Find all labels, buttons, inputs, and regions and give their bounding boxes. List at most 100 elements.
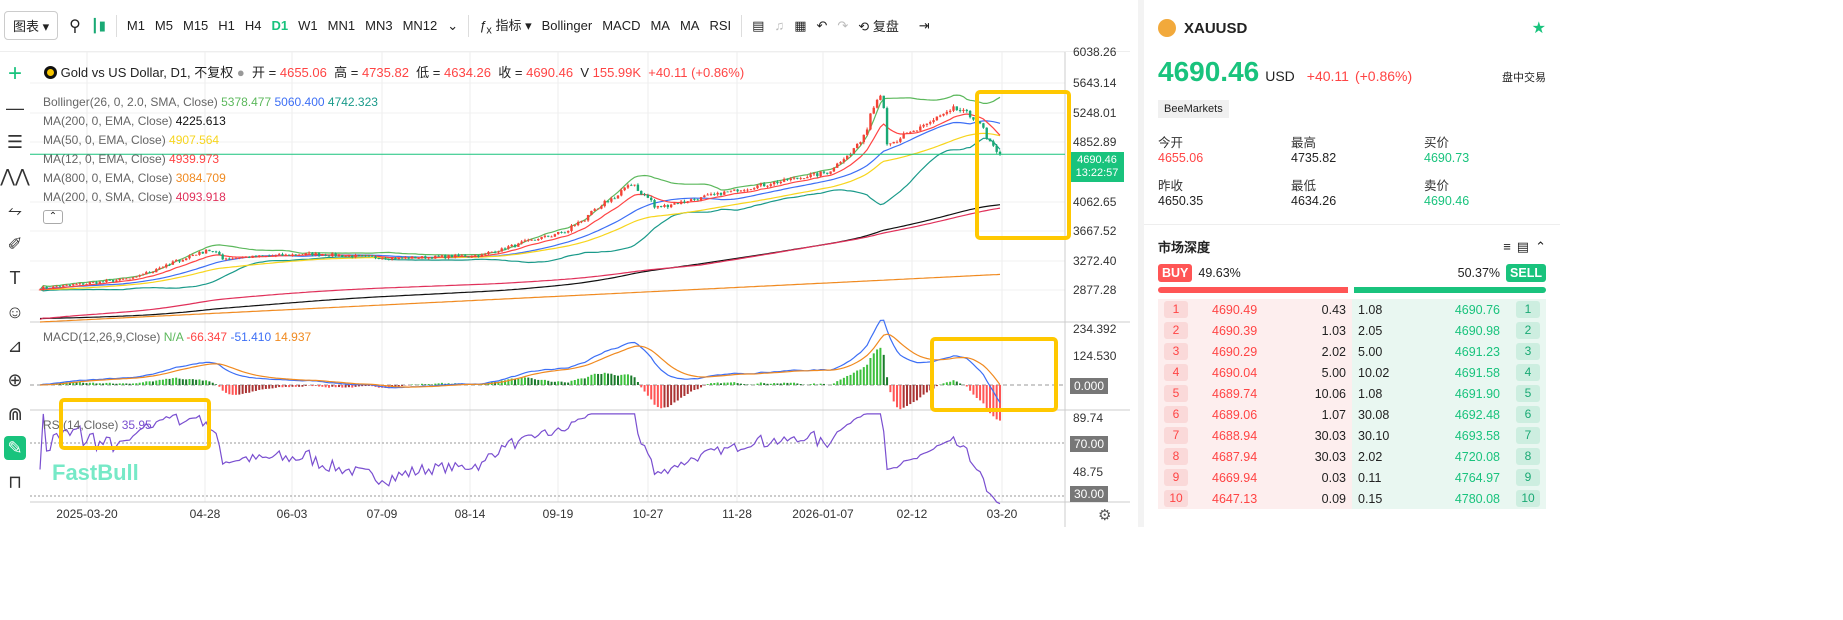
brush-icon[interactable]: ✐ (7, 234, 23, 254)
signal-line (39, 333, 1001, 388)
candle-body (925, 123, 929, 125)
indicator-ma[interactable]: MA (679, 18, 700, 33)
orderbook-row[interactable]: 7 4688.94 30.03 30.10 4693.58 7 (1158, 425, 1546, 446)
lock-drawing-icon[interactable]: ✎ (4, 436, 26, 460)
candle-body (38, 289, 42, 291)
study-row[interactable]: Bollinger(26, 0, 2.0, SMA, Close) 5378.4… (43, 95, 378, 109)
orderbook-row[interactable]: 2 4690.39 1.03 2.05 4690.98 2 (1158, 320, 1546, 341)
indicator-rsi[interactable]: RSI (709, 18, 732, 33)
chart-menu-dropdown[interactable]: 图表 ▾ (4, 11, 59, 40)
timeframe-m5[interactable]: M5 (154, 18, 173, 33)
replay-button[interactable]: ⟲ 复盘 (858, 19, 899, 34)
indicator-macd[interactable]: MACD (602, 18, 641, 33)
timeframe-h4[interactable]: H4 (244, 18, 262, 33)
macd-histogram-bar (401, 385, 404, 387)
indicator-ma[interactable]: MA (650, 18, 670, 33)
timeframe-w1[interactable]: W1 (298, 18, 318, 33)
study-row[interactable]: MA(800, 0, EMA, Close) 3084.709 (43, 171, 226, 185)
study-row[interactable]: MA(12, 0, EMA, Close) 4939.973 (43, 152, 220, 166)
study-row[interactable]: MA(200, 0, EMA, Close) 4225.613 (43, 114, 226, 128)
settings-gear-icon[interactable]: ⚙ (1098, 507, 1112, 524)
timeframe-m1[interactable]: M1 (126, 18, 145, 33)
emoji-icon[interactable]: ☺ (5, 302, 25, 322)
candle-body (62, 285, 65, 287)
timeframe-mn3[interactable]: MN3 (365, 18, 393, 33)
candle-body (111, 280, 115, 282)
text-icon[interactable]: T (9, 268, 21, 288)
macd-histogram-bar (949, 381, 952, 385)
list-icon[interactable]: ≡ (1503, 239, 1511, 254)
candle-body (766, 185, 769, 187)
divider (468, 14, 470, 37)
collapse-icon[interactable]: ⌃ (1535, 238, 1546, 254)
macd-histogram-bar (78, 382, 81, 385)
candle-body (274, 255, 278, 256)
macd-histogram-bar (710, 383, 713, 385)
favorite-star-icon[interactable]: ★ (1531, 20, 1546, 37)
exit-icon[interactable]: ⇥ (918, 17, 930, 33)
layout-icon[interactable]: ▤ (752, 17, 765, 33)
document-icon[interactable]: ▤ (1516, 238, 1530, 254)
timeframe-m15[interactable]: M15 (182, 18, 209, 33)
study-row[interactable]: MA(50, 0, EMA, Close) 4907.564 (43, 133, 220, 147)
collapse-legend-button[interactable]: ⌃ (43, 210, 63, 224)
orderbook-row[interactable]: 5 4689.74 10.06 1.08 4691.90 5 (1158, 383, 1546, 404)
redo-icon[interactable]: ↷ (837, 17, 849, 33)
candle-body (135, 276, 138, 278)
orderbook-row[interactable]: 4 4690.04 5.00 10.02 4691.58 4 (1158, 362, 1546, 383)
ruler-icon[interactable]: ⊿ (7, 336, 23, 356)
candle-body (470, 256, 474, 258)
indicator-bollinger[interactable]: Bollinger (541, 18, 593, 33)
candle-body (855, 143, 859, 149)
magnet-icon[interactable]: ⋒ (7, 404, 23, 424)
macd-histogram-bar (577, 378, 580, 385)
candle-body (550, 236, 553, 238)
macd-histogram-bar (866, 364, 869, 385)
macd-histogram-bar (686, 385, 689, 394)
line-icon[interactable]: — (6, 98, 24, 118)
timeframe-mn12[interactable]: MN12 (402, 18, 438, 33)
orderbook-row[interactable]: 3 4690.29 2.02 5.00 4691.23 3 (1158, 341, 1546, 362)
candle-body (802, 178, 806, 180)
lock-icon[interactable]: ⊓ (7, 472, 23, 492)
candlestick-icon[interactable]: ┃▮ (90, 17, 106, 33)
candle-body (726, 191, 729, 193)
candle-body (650, 197, 653, 201)
orderbook-row[interactable]: 1 4690.49 0.43 1.08 4690.76 1 (1158, 299, 1546, 320)
macd-histogram-bar (607, 373, 610, 385)
stat-5: 卖价 4690.46 (1424, 179, 1470, 208)
orderbook-row[interactable]: 6 4689.06 1.07 30.08 4692.48 6 (1158, 404, 1546, 425)
undo-icon[interactable]: ↶ (816, 17, 828, 33)
chevron-down-icon[interactable]: ⌄ (447, 17, 459, 33)
candle-body (786, 179, 789, 181)
crosshair-icon[interactable]: + (7, 60, 22, 87)
candle-body (463, 255, 467, 257)
candle-body (736, 189, 739, 192)
timeframe-h1[interactable]: H1 (218, 18, 235, 33)
search-icon[interactable]: ⚲ (69, 17, 81, 35)
timeframe-mn1[interactable]: MN1 (327, 18, 356, 33)
candle-body (537, 239, 540, 241)
candle-body (72, 284, 75, 286)
orderbook-row[interactable]: 10 4647.13 0.09 0.15 4780.08 10 (1158, 488, 1546, 509)
candle-body (696, 199, 699, 201)
candle-body (341, 255, 344, 257)
candle-body (218, 251, 221, 255)
orderbook-row[interactable]: 9 4669.94 0.03 0.11 4764.97 9 (1158, 467, 1546, 488)
macd-histogram-bar (72, 382, 75, 385)
alert-icon[interactable]: ♫ (774, 18, 785, 33)
chart-canvas[interactable] (30, 52, 1130, 527)
indicators-button[interactable]: ƒx 指标 ▾ (479, 17, 532, 37)
timeframe-d1[interactable]: D1 (271, 18, 289, 33)
macd-histogram-bar (979, 385, 982, 401)
calendar-icon[interactable]: ▦ (794, 17, 807, 33)
fib-icon[interactable]: ☰ (6, 132, 24, 152)
study-row[interactable]: MA(200, 0, SMA, Close) 4093.918 (43, 190, 226, 204)
zoom-in-icon[interactable]: ⊕ (7, 370, 23, 390)
candle-body (138, 275, 141, 277)
orderbook-row[interactable]: 8 4687.94 30.03 2.02 4720.08 8 (1158, 446, 1546, 467)
pattern-icon[interactable]: ⋀⋀ (0, 166, 30, 186)
candle-body (487, 251, 490, 255)
macd-histogram-bar (291, 385, 294, 387)
projection-icon[interactable]: ⥊ (7, 200, 23, 220)
